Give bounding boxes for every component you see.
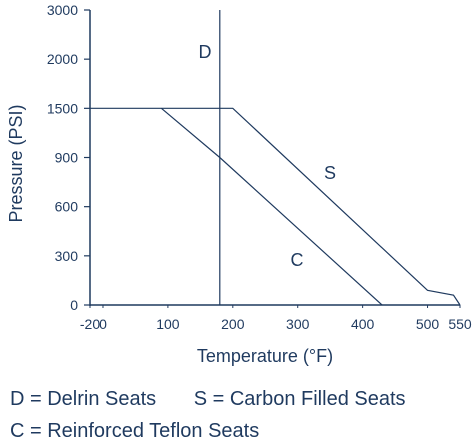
series-line-c bbox=[161, 107, 383, 306]
x-tick-label: 100 bbox=[156, 316, 180, 332]
legend-teflon: C = Reinforced Teflon Seats bbox=[10, 420, 260, 442]
x-tick-label: 400 bbox=[351, 316, 375, 332]
x-tick-label: 550 bbox=[448, 316, 472, 332]
series-label-c: C bbox=[291, 250, 304, 270]
legend-row-2: C = Reinforced Teflon Seats bbox=[10, 420, 259, 443]
y-tick-label: 0 bbox=[70, 297, 78, 313]
y-tick-label: 300 bbox=[55, 248, 79, 264]
legend-carbon: S = Carbon Filled Seats bbox=[193, 388, 406, 410]
series-label-d: D bbox=[199, 42, 212, 62]
y-tick-label: 1500 bbox=[47, 100, 78, 116]
y-tick-label: 600 bbox=[55, 199, 79, 215]
series-label-s: S bbox=[324, 163, 336, 183]
x-tick-label: 300 bbox=[286, 316, 310, 332]
legend-delrin: D = Delrin Seats bbox=[10, 388, 157, 410]
legend-row-1: D = Delrin Seats S = Carbon Filled Seats bbox=[10, 388, 406, 411]
y-tick-label: 900 bbox=[55, 150, 79, 166]
x-tick-label: 0 bbox=[99, 316, 107, 332]
y-axis-title: Pressure (PSI) bbox=[6, 104, 26, 222]
y-tick-label: 3000 bbox=[47, 2, 78, 18]
x-tick-label: -20 bbox=[80, 316, 100, 332]
y-tick-label: 2000 bbox=[47, 51, 78, 67]
x-tick-label: 200 bbox=[221, 316, 245, 332]
x-tick-label: 500 bbox=[416, 316, 440, 332]
series-line-s bbox=[90, 107, 461, 306]
x-axis-title: Temperature (°F) bbox=[197, 346, 333, 366]
pressure-temperature-chart: 0 300 600 900 1500 2000 3000 -200 100 200 300 400 50… bbox=[6, 2, 472, 366]
